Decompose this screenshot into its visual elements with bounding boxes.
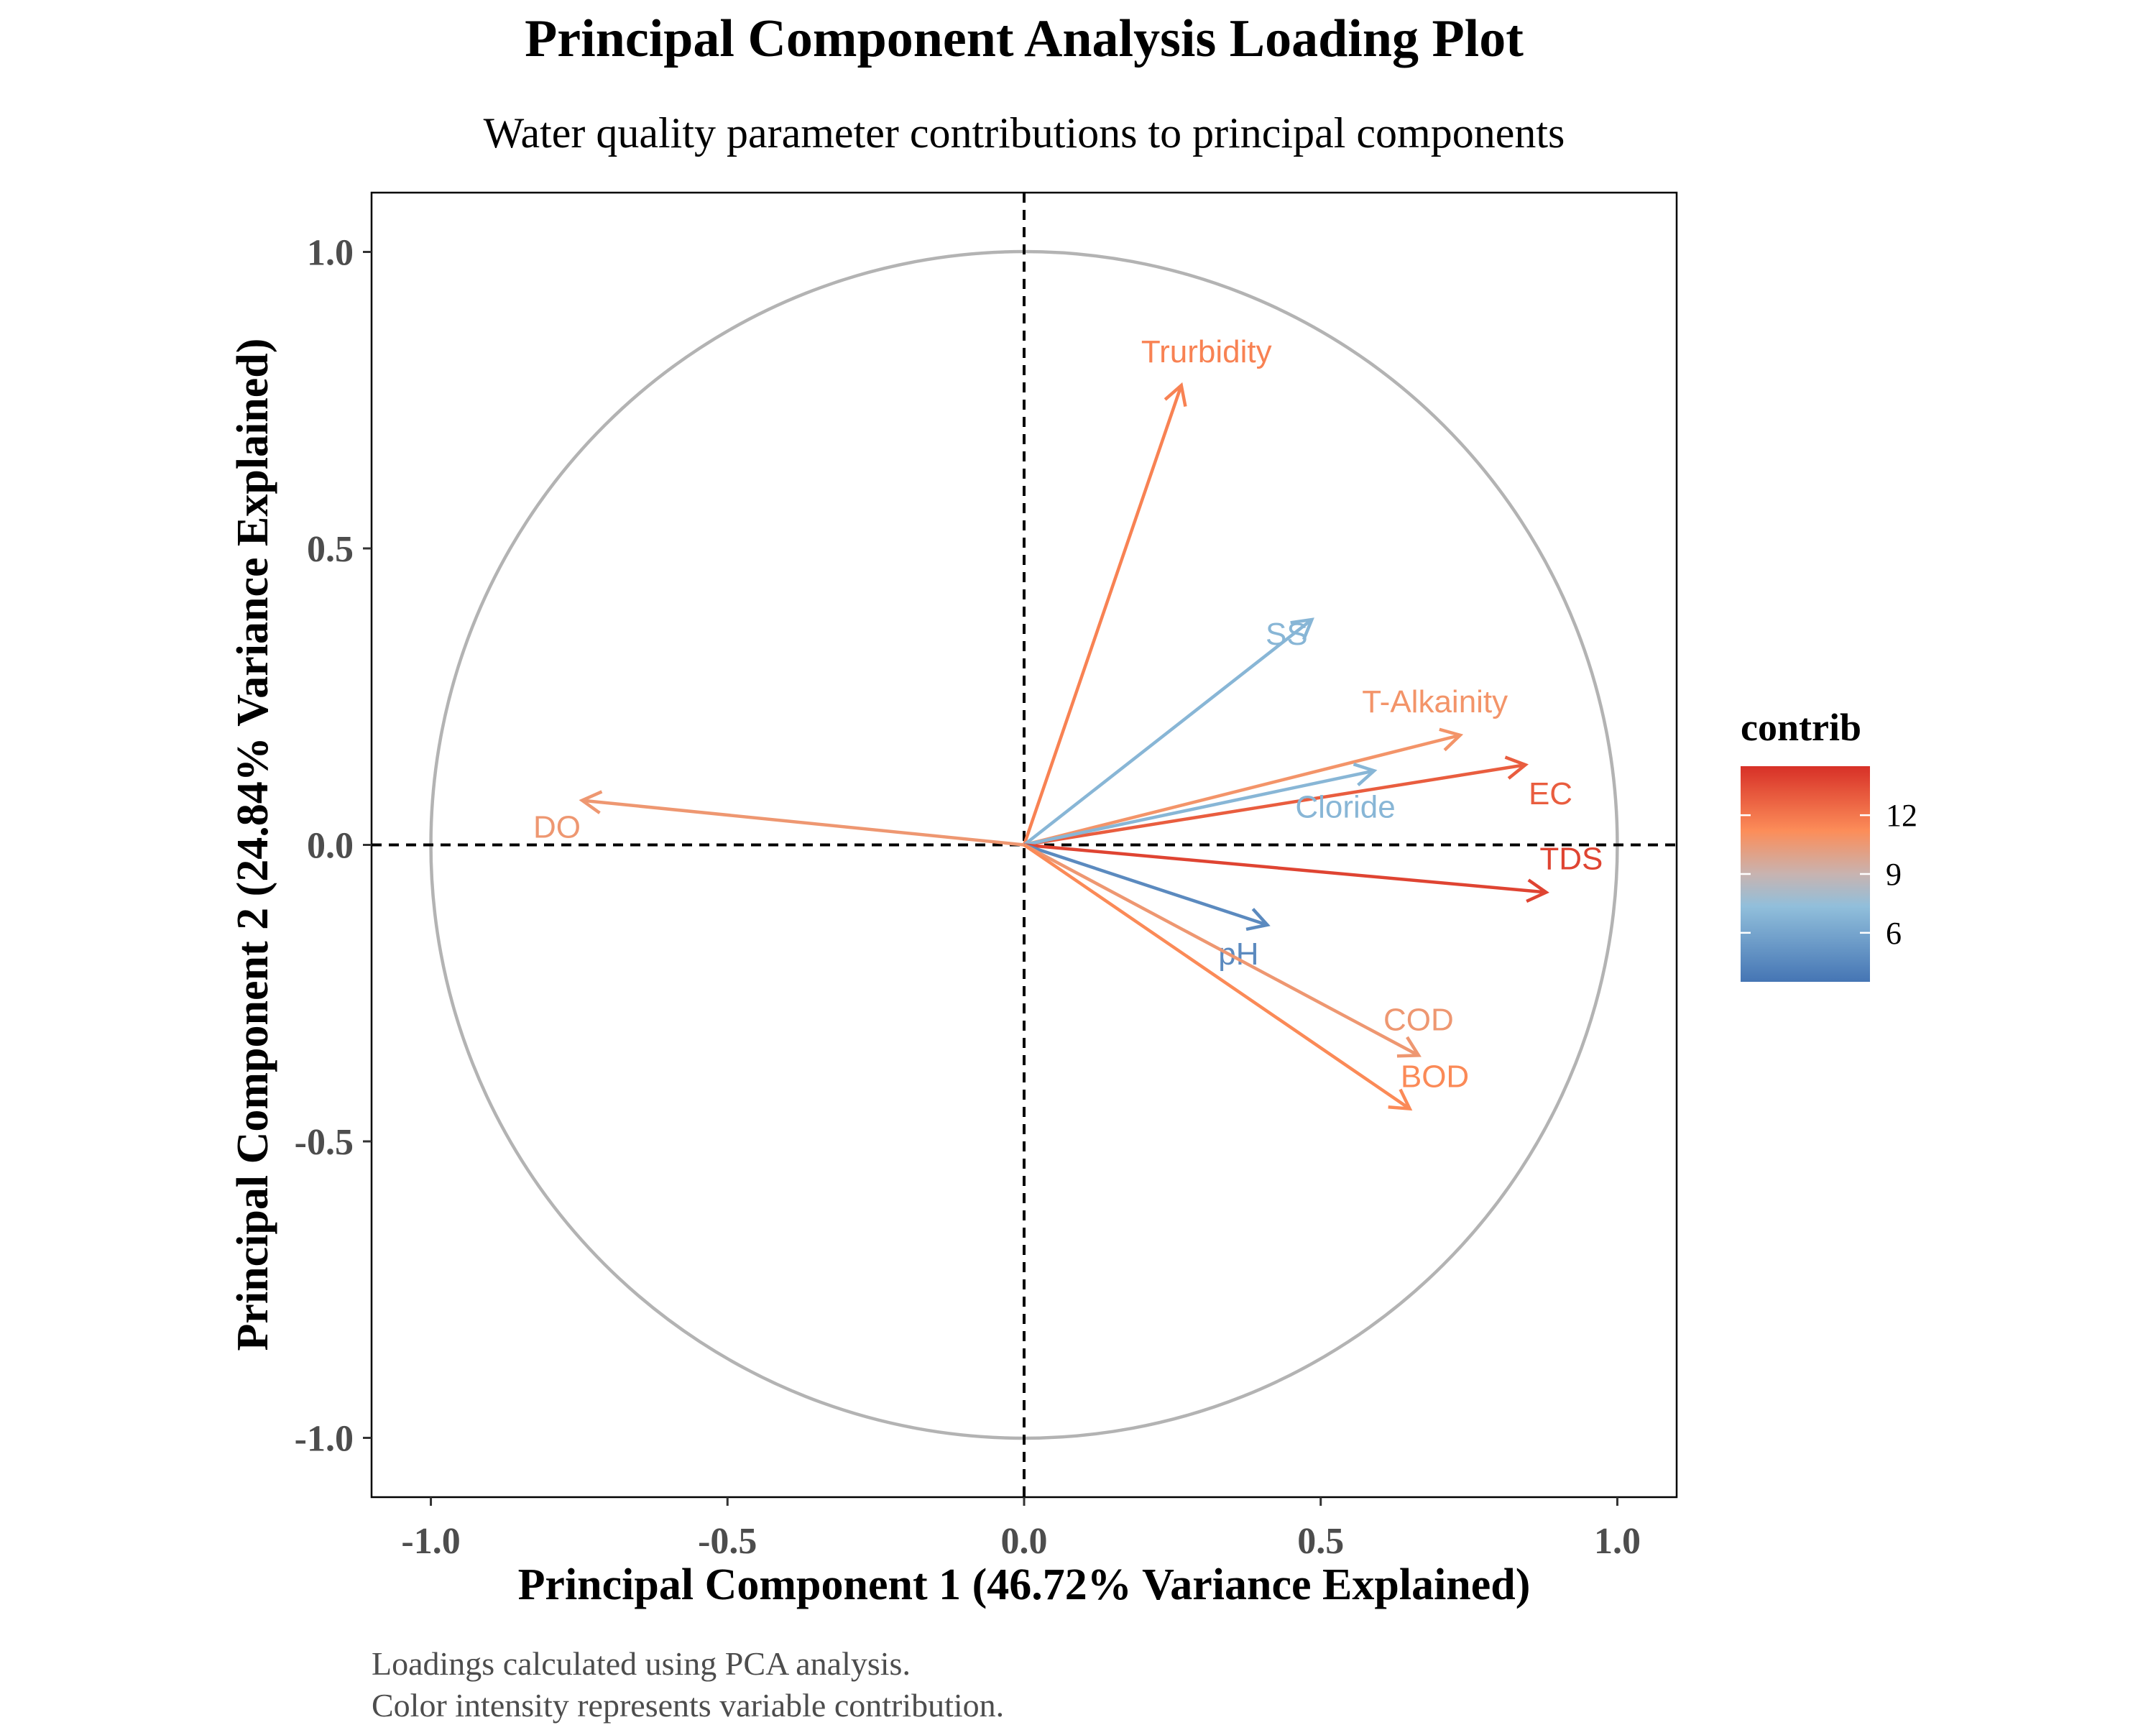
y-tick-label: -1.0 (295, 1419, 354, 1460)
loading-label: Cloride (1295, 789, 1395, 824)
caption-line-1: Loadings calculated using PCA analysis. (372, 1645, 911, 1682)
loading-arrow-shaft (1023, 733, 1461, 847)
x-tick-label: 1.0 (1594, 1521, 1641, 1562)
x-axis-label: Principal Component 1 (46.72% Variance E… (518, 1560, 1531, 1609)
legend-ticks: 12 9 6 (1741, 798, 1917, 951)
x-tick-label: -0.5 (698, 1521, 757, 1562)
x-tick-label: 0.0 (1001, 1521, 1048, 1562)
loading-arrow-head (579, 790, 603, 814)
x-tick-label: 0.5 (1297, 1521, 1344, 1562)
loading-label: SS (1266, 617, 1308, 652)
loading-arrow-head (1388, 1088, 1413, 1111)
plot-layer: Trurbidity SS T-Alkainity EC Cloride DO TDS pH C… (372, 193, 1677, 1497)
loading-label: TDS (1539, 842, 1603, 877)
loading-arrow-head (1504, 755, 1529, 780)
loading-label: BOD (1401, 1059, 1469, 1095)
loading-arrow-shaft (1023, 618, 1313, 847)
chart-title: Principal Component Analysis Loading Plo… (525, 9, 1524, 68)
legend-tick-label: 6 (1886, 916, 1902, 951)
legend-title: contrib (1741, 706, 1861, 749)
loading-arrow-shaft (1023, 843, 1419, 1057)
loading-arrow-shaft (1023, 763, 1526, 847)
loading-arrow-head (1245, 908, 1271, 932)
loading-arrow-head (1526, 878, 1549, 903)
loading-ph: pH (1023, 843, 1271, 972)
y-axis-label: Principal Component 2 (24.84% Variance E… (229, 339, 277, 1351)
x-tick-label: -1.0 (401, 1521, 460, 1562)
legend-colorbar (1741, 766, 1870, 982)
legend: contrib 12 9 6 (1741, 706, 1917, 982)
loading-ss: SS (1023, 617, 1314, 847)
loading-t-alkainity: T-Alkainity (1023, 684, 1508, 847)
chart-subtitle: Water quality parameter contributions to… (484, 109, 1565, 157)
loading-arrow-head (1290, 617, 1314, 640)
legend-tick-label: 9 (1886, 857, 1902, 892)
legend-tick-label: 12 (1886, 798, 1917, 833)
loading-ec: EC (1023, 755, 1572, 847)
y-tick-label: -0.5 (295, 1122, 354, 1163)
y-tick-label: 0.5 (307, 529, 354, 570)
loading-label: Trurbidity (1141, 334, 1272, 369)
loading-arrow-shaft (1023, 843, 1268, 927)
loading-arrow-head (1439, 727, 1464, 752)
loading-arrow-shaft (1023, 843, 1547, 894)
loading-arrow-shaft (1022, 385, 1183, 846)
loading-label: T-Alkainity (1362, 684, 1508, 719)
loading-arrow-head (1353, 763, 1378, 787)
y-tick-label: 1.0 (307, 233, 354, 274)
loading-trurbidity: Trurbidity (1022, 334, 1272, 846)
loading-arrow-shaft (1023, 769, 1375, 847)
y-tick-label: 0.0 (307, 826, 354, 867)
loading-label: EC (1529, 776, 1572, 811)
loading-cod: COD (1023, 843, 1454, 1058)
loading-arrow-shaft (581, 799, 1025, 847)
axis-layer: -1.0 -0.5 0.0 0.5 1.0 -1.0 -0.5 0.0 0.5 1.0 (295, 233, 1641, 1563)
loading-arrow-head (1396, 1036, 1422, 1058)
loading-do: DO (533, 790, 1025, 847)
caption-line-2: Color intensity represents variable cont… (372, 1687, 1004, 1724)
loading-label: DO (533, 810, 581, 845)
loading-arrow-head (1164, 382, 1187, 408)
loading-cloride: Cloride (1023, 763, 1396, 847)
loading-arrow-shaft (1023, 843, 1411, 1110)
loading-label: COD (1383, 1002, 1454, 1037)
loading-tds: TDS (1023, 842, 1603, 903)
loading-bod: BOD (1023, 843, 1469, 1111)
